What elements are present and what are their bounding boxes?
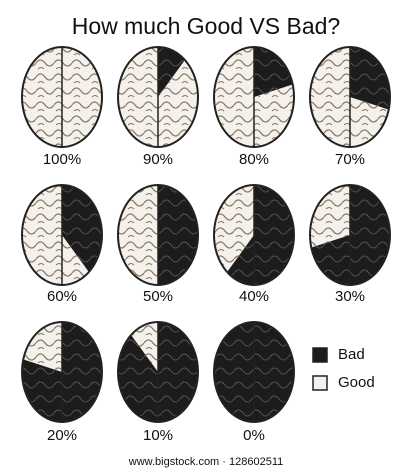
value-label: 40% [239, 288, 269, 305]
value-label: 50% [143, 288, 173, 305]
value-label: 20% [47, 427, 77, 444]
value-label: 0% [243, 427, 265, 444]
legend-label: Good [338, 374, 375, 391]
legend-swatch [312, 375, 328, 391]
value-label: 90% [143, 151, 173, 168]
value-label: 30% [335, 288, 365, 305]
value-label: 10% [143, 427, 173, 444]
good-folds [310, 185, 350, 263]
legend-swatch [312, 347, 328, 363]
chart-title: How much Good VS Bad? [72, 13, 340, 39]
good-folds [310, 47, 390, 147]
value-label: 60% [47, 288, 77, 305]
value-label: 80% [239, 151, 269, 168]
good-folds [22, 322, 62, 372]
value-label: 70% [335, 151, 365, 168]
value-label: 100% [43, 151, 81, 168]
footer: www.bigstock.com · 128602511 [128, 456, 284, 468]
legend-label: Bad [338, 346, 365, 363]
